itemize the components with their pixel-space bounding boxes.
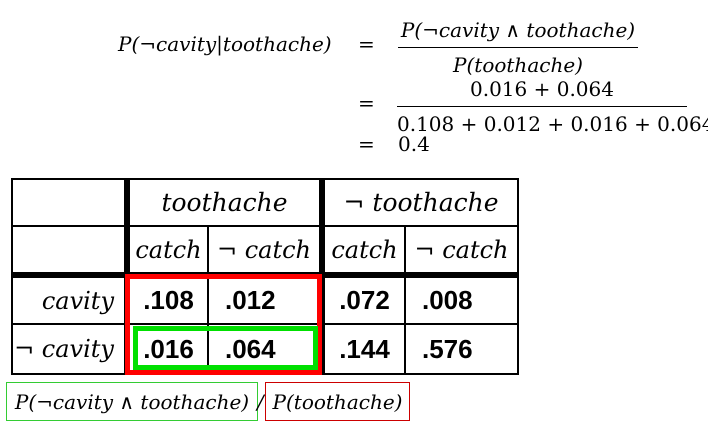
- subheader-catch: catch: [331, 235, 398, 264]
- row-label-not-cavity: ¬ cavity: [14, 335, 114, 363]
- table-cell: .008: [422, 285, 473, 315]
- table-cell: .064: [225, 333, 276, 364]
- table-cell: .016: [143, 333, 194, 364]
- fraction-1: P(¬cavity ∧ toothache) P(toothache): [398, 18, 638, 77]
- subheader-not-catch: ¬ catch: [216, 235, 312, 264]
- fraction-1-numerator: P(¬cavity ∧ toothache): [400, 18, 636, 42]
- header-not-toothache: ¬ toothache: [343, 188, 499, 217]
- division-slash: /: [257, 390, 264, 414]
- fraction-2-numerator: 0.016 + 0.064: [470, 77, 614, 101]
- table-cell: .576: [422, 333, 473, 364]
- table-divider-col: [404, 226, 406, 375]
- table-cell: .012: [225, 285, 276, 315]
- subheader-catch: catch: [135, 235, 202, 264]
- fraction-2-denominator: 0.108 + 0.012 + 0.016 + 0.064: [397, 112, 708, 136]
- equals-sign-3: =: [358, 132, 375, 156]
- equals-sign-2: =: [358, 91, 375, 115]
- toothache-highlight-box: [125, 274, 322, 375]
- fraction-1-bar: [398, 47, 638, 48]
- table-divider-row: [11, 225, 519, 227]
- numerator-label: P(¬cavity ∧ toothache): [6, 382, 258, 421]
- not-cavity-toothache-highlight-box: [133, 326, 318, 370]
- lhs-expression: P(¬cavity|toothache): [118, 32, 332, 56]
- denominator-label: P(toothache): [265, 382, 410, 421]
- header-toothache: toothache: [161, 188, 288, 217]
- row-label-cavity: cavity: [41, 286, 114, 315]
- table-divider-col: [207, 226, 209, 375]
- result-value: 0.4: [398, 132, 430, 156]
- equals-sign-1: =: [358, 32, 375, 56]
- fraction-1-denominator: P(toothache): [453, 53, 583, 77]
- table-cell: .108: [143, 285, 194, 315]
- table-cell: .144: [339, 333, 390, 364]
- fraction-2-bar: [397, 106, 687, 107]
- subheader-not-catch: ¬ catch: [414, 235, 509, 264]
- fraction-2: 0.016 + 0.064 0.108 + 0.012 + 0.016 + 0.…: [397, 77, 708, 136]
- table-divider-row: [11, 323, 519, 325]
- table-cell: .072: [339, 285, 390, 315]
